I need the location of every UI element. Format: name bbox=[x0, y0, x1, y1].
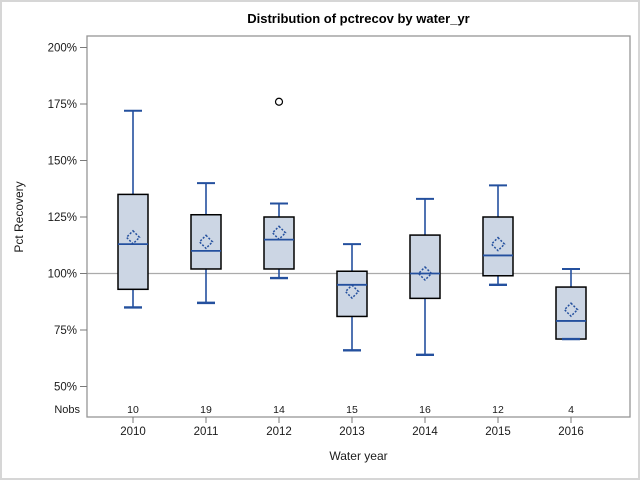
nobs-value: 19 bbox=[200, 404, 212, 416]
chart-title: Distribution of pctrecov by water_yr bbox=[247, 11, 470, 26]
nobs-value: 4 bbox=[568, 404, 574, 416]
x-tick-label: 2010 bbox=[120, 426, 146, 438]
y-tick-label: 175% bbox=[48, 99, 77, 111]
y-tick-label: 100% bbox=[48, 269, 77, 281]
mean-marker-2013 bbox=[344, 284, 360, 300]
x-tick-label: 2013 bbox=[339, 426, 365, 438]
mean-marker-2011 bbox=[198, 234, 214, 250]
box-2011 bbox=[190, 213, 222, 270]
box-2013 bbox=[336, 270, 368, 318]
nobs-value: 16 bbox=[419, 404, 431, 416]
mean-marker-2010 bbox=[125, 229, 141, 245]
box-2016 bbox=[555, 286, 587, 340]
nobs-value: 12 bbox=[492, 404, 504, 416]
nobs-row-label: Nobs bbox=[54, 404, 80, 416]
plot-frame bbox=[86, 35, 631, 418]
y-tick-label: 50% bbox=[54, 382, 77, 394]
y-tick-label: 150% bbox=[48, 156, 77, 168]
x-tick-label: 2012 bbox=[266, 426, 292, 438]
box-2015 bbox=[482, 216, 514, 277]
y-tick-label: 75% bbox=[54, 325, 77, 337]
mean-marker-2012 bbox=[271, 225, 287, 241]
x-tick-label: 2014 bbox=[412, 426, 438, 438]
mean-marker-2014 bbox=[417, 265, 433, 282]
y-tick-label: 200% bbox=[48, 43, 77, 55]
x-axis-label: Water year bbox=[329, 449, 388, 463]
x-tick-label: 2011 bbox=[194, 426, 219, 438]
nobs-value: 10 bbox=[127, 404, 139, 416]
nobs-value: 14 bbox=[273, 404, 285, 416]
mean-marker-2016 bbox=[563, 302, 579, 318]
y-tick-label: 125% bbox=[48, 212, 77, 224]
mean-marker-2015 bbox=[490, 236, 506, 252]
x-tick-label: 2016 bbox=[558, 426, 584, 438]
x-tick-label: 2015 bbox=[485, 426, 511, 438]
box-2010 bbox=[117, 193, 149, 291]
nobs-value: 15 bbox=[346, 404, 358, 416]
outlier-2012 bbox=[274, 97, 284, 106]
box-2012 bbox=[263, 216, 295, 270]
